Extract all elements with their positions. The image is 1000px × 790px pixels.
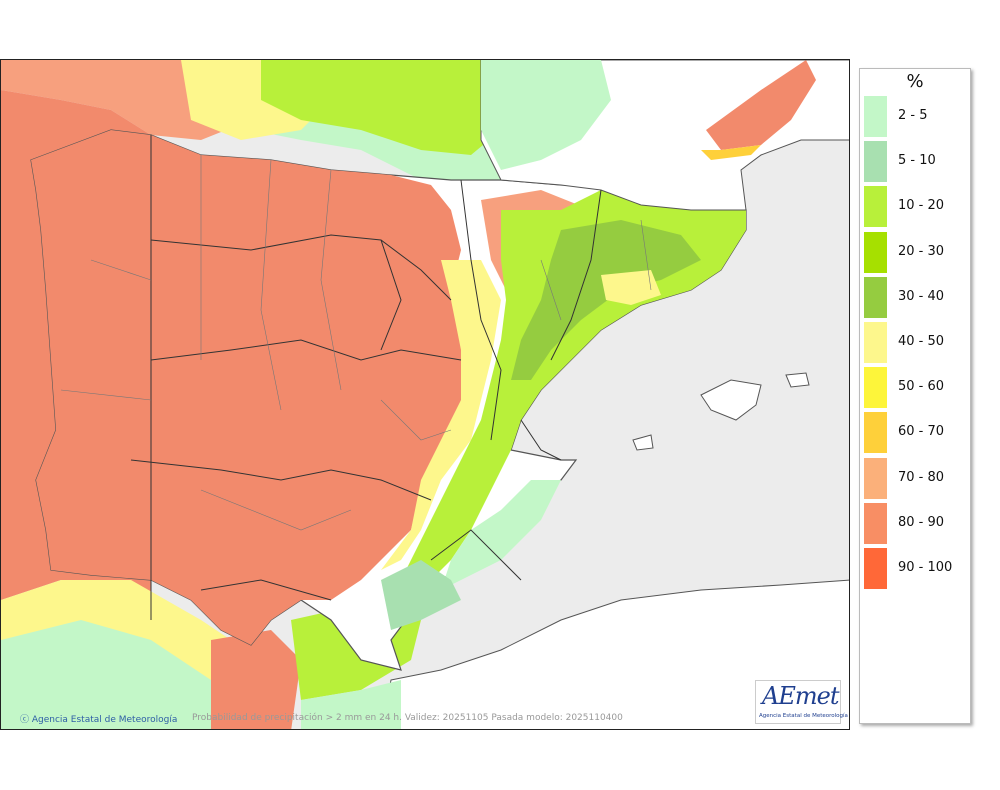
africa-west-green — [301, 680, 401, 729]
legend-item: 70 - 80 — [864, 456, 968, 499]
legend-swatch — [864, 367, 887, 409]
legend-label: 70 - 80 — [898, 469, 945, 485]
legend-label: 80 - 90 — [898, 514, 945, 530]
biscay-green-band — [261, 60, 521, 155]
gibraltar-red — [211, 630, 301, 729]
legend-label: 5 - 10 — [898, 153, 936, 169]
southeast-pale-green — [441, 480, 561, 590]
mallorca-island — [700, 379, 762, 421]
land-red-field — [31, 130, 481, 645]
logo-subtitle: Agencia Estatal de Meteorología — [759, 713, 848, 719]
legend-item: 2 - 5 — [864, 94, 968, 137]
corsica-yellow — [701, 145, 761, 160]
legend-item: 10 - 20 — [864, 184, 968, 228]
aemet-logo: AEmet Agencia Estatal de Meteorología — [755, 680, 848, 724]
legend-panel: % 2 - 5 5 - 10 10 - 20 20 - 30 30 - 40 40 - 5… — [859, 68, 971, 724]
legend-label: 40 - 50 — [898, 334, 945, 349]
legend-item: 50 - 60 — [864, 365, 968, 409]
catalonia-yellow — [601, 270, 661, 305]
legend-item: 80 - 90 — [864, 501, 968, 544]
legend-swatch — [864, 96, 887, 137]
province-borders — [60, 155, 652, 531]
agency-credit-text: Agencia Estatal de Meteorología — [31, 715, 178, 725]
france-green — [481, 60, 611, 170]
precipitation-probability-map — [1, 60, 849, 729]
legend-swatch — [864, 548, 887, 589]
legend-label: 2 - 5 — [898, 108, 928, 123]
corsica-red — [706, 60, 816, 150]
logo-wordmark: AEmet — [762, 682, 839, 710]
legend-label: 50 - 60 — [898, 379, 945, 395]
legend-swatch — [864, 502, 887, 544]
murcia-green — [381, 560, 461, 630]
legend-swatch — [864, 457, 887, 499]
legend-label: 90 - 100 — [898, 560, 953, 575]
legend-swatch — [864, 322, 887, 363]
legend-label: 20 - 30 — [898, 243, 945, 259]
legend-swatch — [864, 141, 887, 183]
legend-label: 10 - 20 — [898, 198, 945, 214]
region-borders — [130, 135, 602, 620]
legend-item: 20 - 30 — [864, 230, 968, 273]
legend-title: % — [906, 71, 924, 92]
agency-credit: ⓒ Agencia Estatal de Meteorología — [20, 715, 178, 725]
legend-item: 90 - 100 — [864, 546, 968, 589]
africa-land — [380, 579, 849, 729]
legend-item: 30 - 40 — [864, 275, 968, 318]
legend-swatch — [864, 276, 887, 318]
menorca-island — [785, 372, 810, 388]
legend-swatch — [864, 186, 887, 228]
map-caption: Probabilidad de precipitación > 2 mm en … — [192, 713, 623, 723]
legend-swatch — [864, 231, 887, 273]
legend-swatch — [864, 412, 887, 454]
map-frame — [0, 59, 850, 730]
legend-item: 40 - 50 — [864, 320, 968, 363]
legend-label: 60 - 70 — [898, 424, 945, 440]
legend-item: 5 - 10 — [864, 139, 968, 183]
legend-item: 60 - 70 — [864, 410, 968, 454]
southwest-green-band — [1, 620, 240, 729]
east-yellow-transition — [381, 260, 501, 570]
legend-label: 30 - 40 — [898, 288, 945, 304]
ibiza-island — [632, 434, 654, 451]
